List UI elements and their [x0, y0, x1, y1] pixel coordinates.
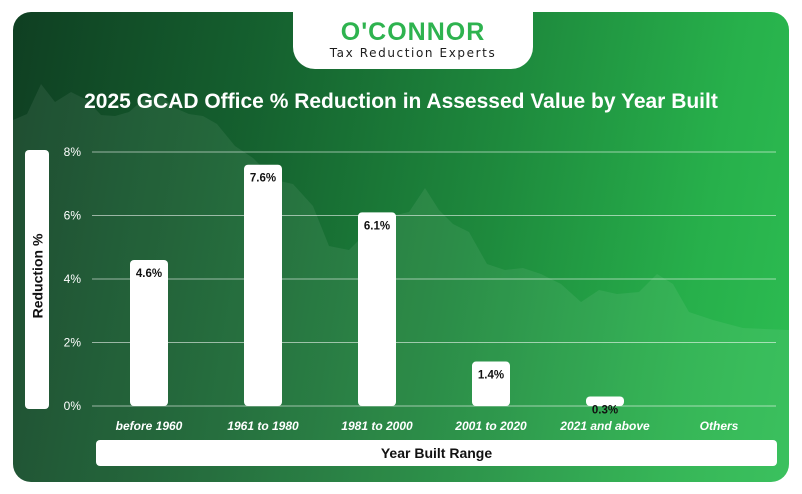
y-axis-label-box: Reduction % [25, 150, 49, 409]
data-label: 7.6% [250, 173, 276, 185]
bar [586, 396, 624, 406]
y-tick-label: 2% [64, 336, 82, 350]
x-tick-label: Others [700, 419, 739, 433]
y-tick-label: 0% [64, 399, 82, 413]
x-tick-label: 1981 to 2000 [341, 419, 413, 433]
x-tick-label: 1961 to 1980 [227, 419, 299, 433]
chart-card: O'CONNOR Tax Reduction Experts 2025 GCAD… [13, 12, 789, 482]
x-axis-label-box: Year Built Range [96, 440, 777, 466]
bar [472, 361, 510, 406]
background-area-decoration [13, 84, 789, 482]
gridlines [92, 151, 776, 407]
x-ticks: before 1960 1961 to 1980 1981 to 2000 2001 … [116, 419, 739, 433]
bar [358, 212, 396, 406]
brand-logo: O'CONNOR [340, 18, 486, 46]
bars: 4.6% 7.6% 6.1% 1.4% 0.3% [130, 164, 624, 416]
y-ticks: 0% 2% 4% 6% 8% [64, 145, 82, 413]
logo-tab: O'CONNOR Tax Reduction Experts [293, 12, 533, 69]
chart-title: 2025 GCAD Office % Reduction in Assessed… [84, 90, 718, 113]
y-tick-label: 4% [64, 272, 82, 286]
data-label: 0.3% [592, 404, 618, 416]
data-label: 4.6% [136, 268, 162, 280]
bar [244, 164, 282, 406]
y-tick-label: 6% [64, 209, 82, 223]
data-label: 6.1% [364, 220, 390, 232]
plot-area: 0% 2% 4% 6% 8% 4.6% 7.6% 6.1% 1.4% 0.3% before 1… [64, 145, 776, 433]
data-label: 1.4% [478, 370, 504, 382]
y-tick-label: 8% [64, 145, 82, 159]
x-axis-label: Year Built Range [380, 445, 493, 461]
x-tick-label: 2021 and above [559, 419, 650, 433]
bar [130, 259, 168, 406]
x-tick-label: 2001 to 2020 [454, 419, 527, 433]
brand-tagline: Tax Reduction Experts [329, 46, 497, 60]
x-tick-label: before 1960 [116, 419, 183, 433]
